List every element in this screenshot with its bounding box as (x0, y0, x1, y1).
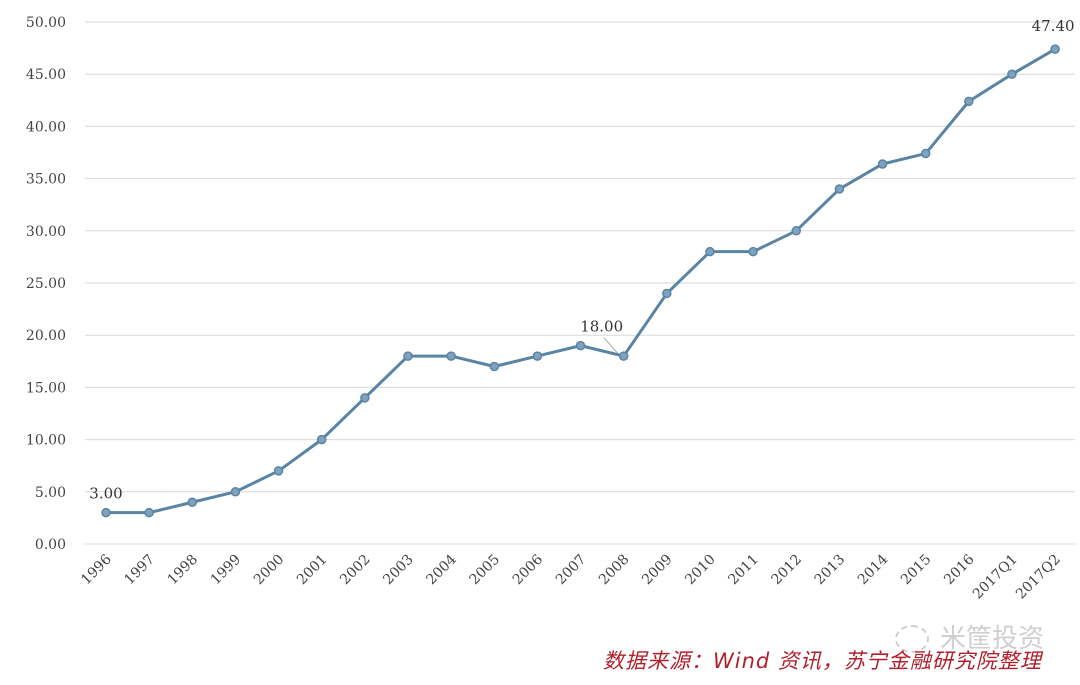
x-tick-label: 2000 (251, 552, 288, 589)
data-label: 3.00 (89, 485, 122, 503)
annotation-leader (603, 337, 619, 354)
data-point (834, 184, 845, 194)
data-point (101, 507, 111, 518)
source-note: 数据来源：Wind 资讯，苏宁金融研究院整理 (603, 649, 1042, 673)
x-tick-label: 2017Q1 (970, 552, 1021, 603)
x-tick-label: 1996 (78, 551, 115, 588)
y-tick-label: 5.00 (35, 485, 66, 501)
data-point (403, 351, 413, 361)
watermark-logo-icon (895, 625, 929, 653)
data-point (877, 159, 888, 169)
data-point (964, 96, 974, 107)
data-point (705, 246, 715, 257)
x-tick-label: 2005 (467, 552, 504, 589)
data-label: 18.00 (580, 318, 623, 336)
x-tick-label: 2008 (596, 552, 633, 589)
x-tick-label: 2017Q2 (1013, 552, 1064, 603)
x-tick-label: 2006 (510, 551, 547, 588)
y-tick-label: 25.00 (26, 276, 66, 292)
y-tick-label: 45.00 (26, 67, 66, 83)
x-tick-label: 2015 (898, 552, 935, 589)
x-tick-label: 2010 (682, 552, 719, 589)
y-tick-label: 20.00 (26, 328, 66, 344)
x-tick-label: 2016 (941, 551, 978, 588)
x-tick-label: 2007 (553, 552, 590, 589)
data-point (144, 507, 154, 518)
y-tick-label: 35.00 (26, 172, 66, 188)
x-tick-label: 2004 (423, 551, 460, 588)
x-tick-label: 1998 (165, 552, 202, 589)
x-tick-label: 2002 (337, 552, 374, 589)
data-point (748, 246, 758, 257)
x-tick-label: 1997 (121, 552, 158, 589)
data-point (230, 487, 241, 497)
data-point (446, 351, 456, 361)
data-point (920, 148, 931, 159)
y-tick-label: 10.00 (26, 433, 66, 449)
x-tick-label: 2009 (639, 552, 676, 589)
x-tick-label: 2011 (725, 552, 762, 589)
data-point (662, 288, 672, 299)
x-tick-label: 1999 (208, 552, 245, 589)
data-point (1050, 44, 1060, 54)
x-tick-label: 2013 (812, 552, 849, 589)
data-point (273, 466, 284, 476)
y-tick-label: 40.00 (26, 119, 66, 135)
data-point (575, 340, 586, 351)
x-tick-label: 2012 (769, 552, 806, 589)
data-point (316, 434, 327, 445)
data-point (187, 497, 198, 507)
data-point (489, 361, 500, 372)
data-point (360, 393, 370, 403)
y-tick-label: 50.00 (26, 15, 66, 31)
data-point (532, 351, 543, 361)
data-point (1007, 69, 1017, 79)
y-tick-label: 30.00 (26, 224, 66, 240)
x-tick-label: 2014 (855, 551, 892, 588)
watermark: 米筐投资 (940, 624, 1045, 654)
x-tick-label: 2001 (294, 552, 331, 589)
x-tick-label: 2003 (380, 552, 417, 589)
y-tick-label: 15.00 (26, 380, 66, 396)
data-point (791, 226, 801, 236)
data-point (618, 351, 629, 361)
series-line (106, 47, 1056, 515)
y-tick-label: 0.00 (35, 537, 66, 553)
data-label: 47.40 (1032, 17, 1075, 35)
